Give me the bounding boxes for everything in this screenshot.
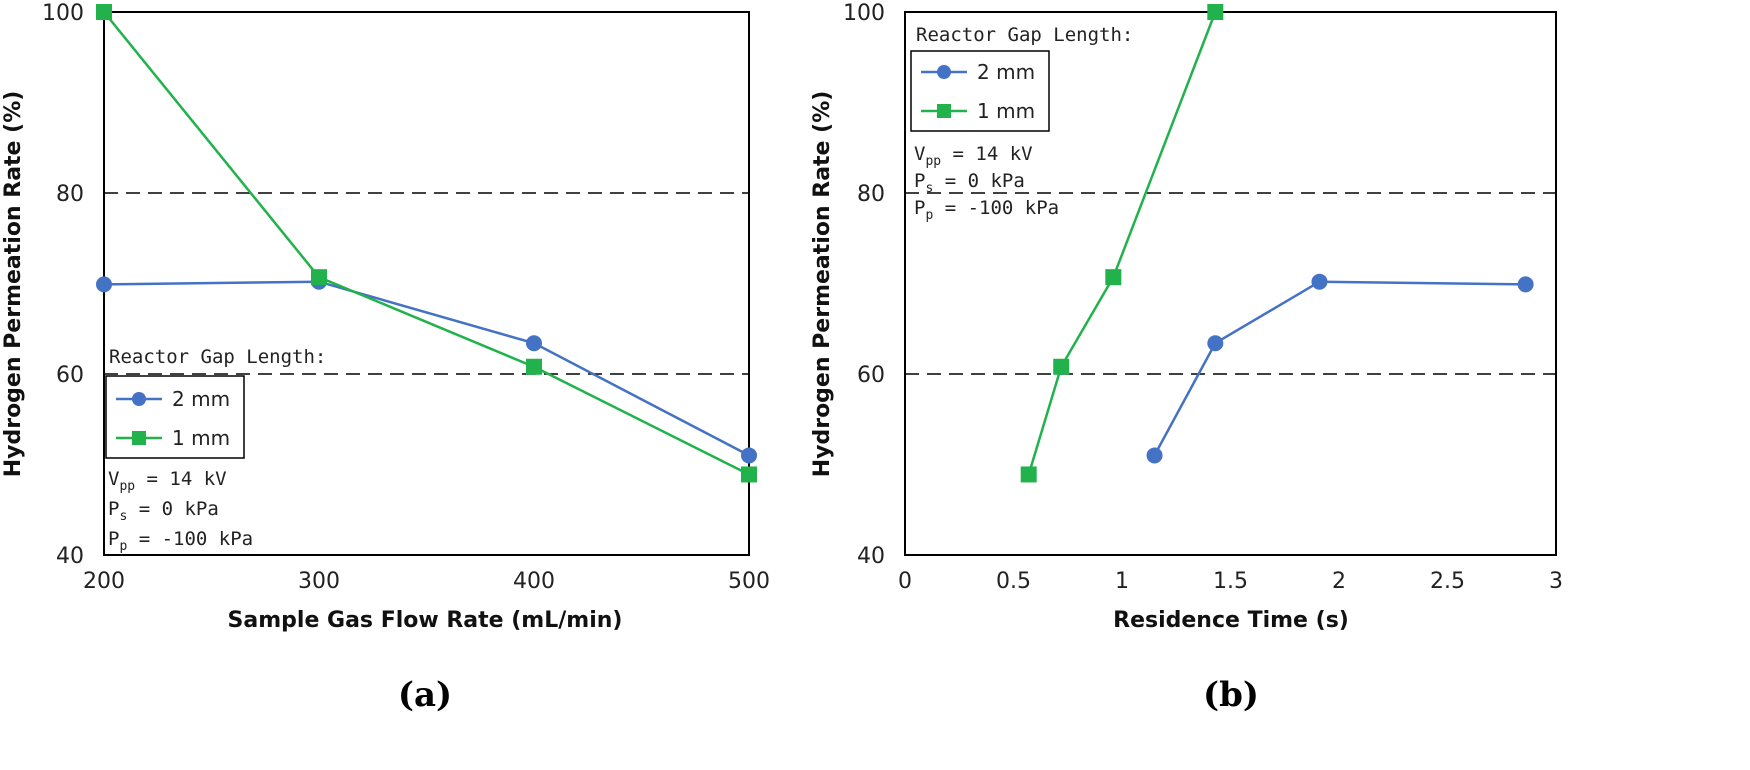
data-point-1mm-0-a [96,4,112,20]
reference-lines-a [104,192,749,375]
y-tick-label-40-b: 40 [857,544,885,569]
y-tick-labels-a: 40 60 80 100 [42,1,84,569]
condition-vpp-a: Vpp = 14 kV [108,468,227,494]
data-point-1mm-2-b [1105,269,1122,286]
x-tick-label-500-a: 500 [728,569,770,594]
legend-a: 2 mm 1 mm [105,375,245,459]
legend-label-2mm-b: 2 mm [977,60,1035,84]
condition-ps-a: Ps = 0 kPa [108,498,219,524]
data-point-1mm-1-b [1053,358,1070,375]
legend-marker-1mm-b [937,104,951,118]
x-tick-label-300-a: 300 [298,569,340,594]
x-tick-label-400-a: 400 [513,569,555,594]
y-tick-label-80-b: 80 [857,182,885,207]
legend-box-a [105,375,245,459]
legend-b: 2 mm 1 mm [910,50,1050,132]
condition-vpp-b: Vpp = 14 kV [914,143,1033,169]
data-point-2mm-2-b [1311,273,1328,290]
y-axis-title-b: Hydrogen Permeation Rate (%) [810,91,835,478]
data-point-1mm-1-a [311,269,327,286]
x-axis-title-a: Sample Gas Flow Rate (mL/min) [228,608,623,633]
y-tick-label-60-b: 60 [857,363,885,388]
series-line-2mm-a [103,280,750,457]
chart-panel-a: 40 60 80 100 200 300 400 500 Hydrogen Permeati… [1,1,770,715]
data-point-1mm-0-b [1020,466,1037,483]
legend-title-b: Reactor Gap Length: [916,24,1133,46]
data-point-1mm-3-b [1207,4,1224,20]
x-tick-labels-b: 0 0.5 1 1.5 2 2.5 3 [898,569,1563,594]
data-point-2mm-2-a [526,335,542,352]
legend-box-b [910,50,1050,132]
legend-label-1mm-a: 1 mm [172,426,230,450]
chart-panel-b: 40 60 80 100 0 0.5 1 1.5 2 2.5 3 Hydrogen Permeat… [810,1,1563,715]
data-point-2mm-3-a [741,447,757,464]
legend-title-a: Reactor Gap Length: [109,346,326,368]
panel-label-a: (a) [398,675,452,715]
condition-ps-b: Ps = 0 kPa [914,170,1025,196]
x-tick-labels-a: 200 300 400 500 [83,569,770,594]
series-line-1mm-a [103,11,750,476]
x-tick-label-3-b: 3 [1549,569,1563,594]
y-tick-label-80-a: 80 [56,182,84,207]
x-tick-label-0-b: 0 [898,569,912,594]
y-tick-label-60-a: 60 [56,363,84,388]
series-group-a [96,4,757,483]
y-axis-title-a: Hydrogen Permeation Rate (%) [1,91,26,478]
y-tick-label-40-a: 40 [56,544,84,569]
x-axis-title-b: Residence Time (s) [1113,608,1349,633]
y-tick-label-100-a: 100 [42,1,84,26]
series-line-1mm-b [1027,11,1217,475]
data-point-2mm-0-a [96,276,112,293]
legend-label-2mm-a: 2 mm [172,387,230,411]
series-group-b [1020,4,1534,483]
legend-marker-1mm-a [132,431,146,445]
x-tick-label-0_5-b: 0.5 [996,569,1031,594]
y-tick-labels-b: 40 60 80 100 [843,1,885,569]
legend-marker-2mm-b [937,65,951,79]
panel-label-b: (b) [1203,675,1259,715]
data-point-1mm-3-a [741,466,757,483]
x-tick-label-1-b: 1 [1115,569,1129,594]
x-tick-label-2-b: 2 [1332,569,1346,594]
legend-marker-2mm-a [132,392,146,406]
x-tick-label-2_5-b: 2.5 [1430,569,1465,594]
y-tick-label-100-b: 100 [843,1,885,26]
series-line-2mm-b [1153,280,1526,456]
data-point-2mm-1-b [1207,335,1224,352]
data-point-1mm-2-a [526,358,542,375]
condition-pp-b: Pp = -100 kPa [914,197,1059,223]
x-tick-label-1_5-b: 1.5 [1213,569,1248,594]
x-tick-label-200-a: 200 [83,569,125,594]
data-point-2mm-3-b [1517,276,1534,293]
data-point-2mm-0-b [1146,447,1163,464]
condition-pp-a: Pp = -100 kPa [108,528,253,554]
legend-label-1mm-b: 1 mm [977,99,1035,123]
